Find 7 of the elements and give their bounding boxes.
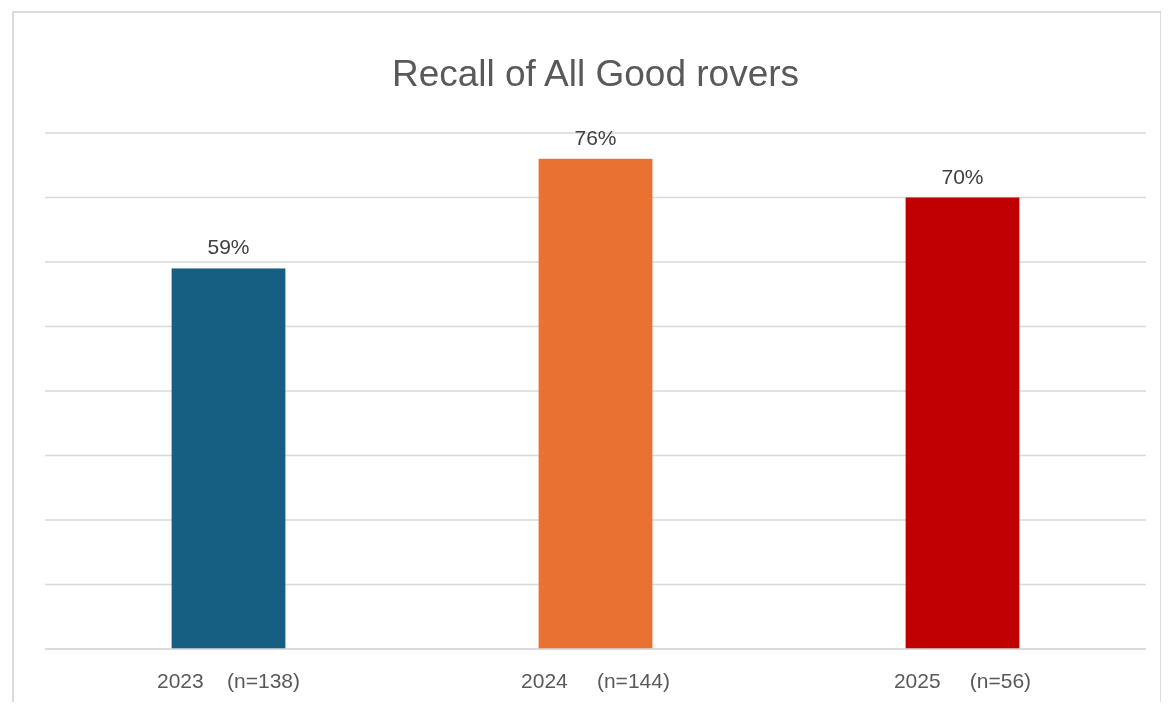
data-label: 70% bbox=[941, 164, 984, 188]
data-label: 59% bbox=[207, 235, 250, 259]
data-label: 76% bbox=[574, 125, 617, 149]
x-tick-label: 2023 (n=138) bbox=[156, 669, 301, 692]
x-tick-label: 2024 (n=144) bbox=[521, 669, 670, 692]
chart-title: Recall of All Good rovers bbox=[391, 53, 800, 94]
x-tick-label: 2025 (n=56) bbox=[893, 669, 1032, 692]
